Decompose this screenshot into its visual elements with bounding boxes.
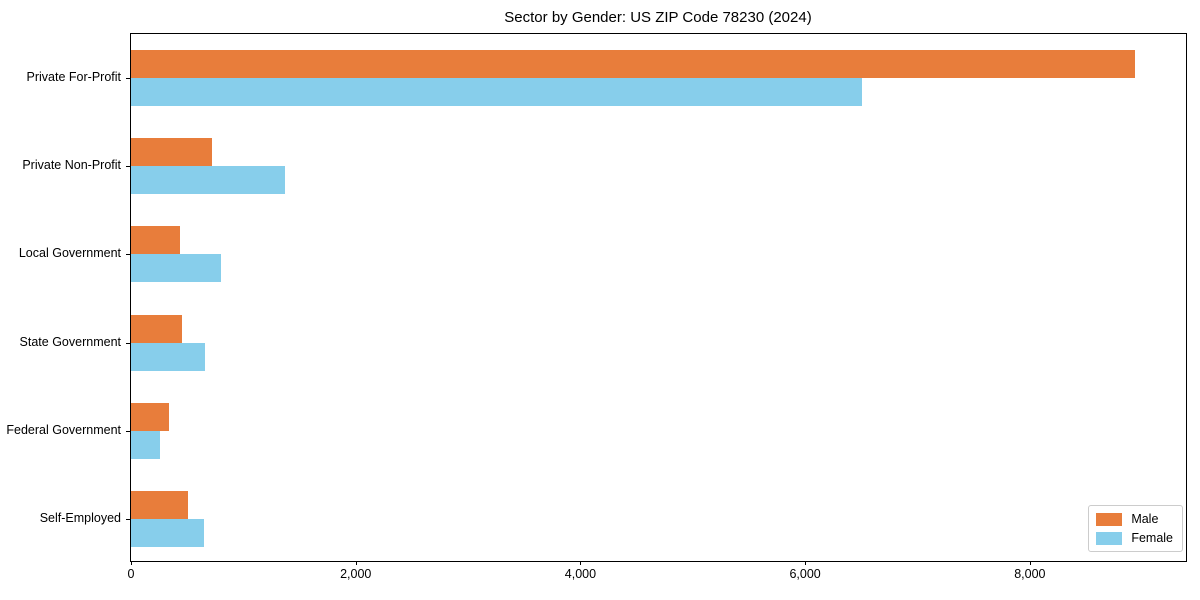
y-tick-label: Local Government [18,246,121,261]
y-tick-label: Federal Government [6,422,121,437]
x-tick-mark [355,561,357,565]
bar-male-local-government [131,226,181,255]
bar-male-federal-government [131,402,170,431]
y-tick-mark [126,166,130,167]
bar-female-self-employed [131,518,205,547]
x-tick-mark [1029,561,1031,565]
x-tick-mark [580,561,582,565]
x-tick-label: 6,000 [789,567,821,581]
legend: Male Female [1088,505,1183,552]
bar-male-self-employed [131,490,189,519]
x-tick-label: 8,000 [1014,567,1046,581]
bar-female-private-for-profit [131,78,863,107]
x-tick-label: 2,000 [340,567,372,581]
y-tick-label: Self-Employed [39,510,121,525]
bar-female-local-government [131,254,221,283]
legend-item-female: Female [1096,531,1173,545]
y-tick-label: Private Non-Profit [22,158,121,173]
x-tick-label: 4,000 [564,567,597,581]
bar-female-federal-government [131,430,161,459]
bar-male-state-government [131,314,182,343]
x-tick-label: 0 [127,567,135,581]
y-tick-label: Private For-Profit [26,70,121,85]
male-series-swatch-icon [1096,512,1123,526]
legend-label-female: Female [1131,531,1173,545]
y-tick-mark [126,519,130,520]
female-series-swatch-icon [1096,531,1123,545]
bar-female-private-non-profit [131,166,285,195]
plot-area: 0 2,000 4,000 6,000 8,000 Male Female [126,33,1187,581]
y-tick-mark [126,254,130,255]
y-tick-mark [126,78,130,79]
x-tick-mark [131,561,132,565]
bar-male-private-non-profit [131,138,212,167]
chart-title: Sector by Gender: US ZIP Code 78230 (202… [504,9,812,26]
x-tick-mark [805,561,807,565]
y-tick-mark [126,343,130,344]
legend-label-male: Male [1131,512,1159,526]
bar-female-state-government [131,342,206,371]
y-tick-mark [126,431,130,432]
legend-item-male: Male [1096,512,1173,526]
y-tick-label: State Government [19,334,121,349]
bar-male-private-for-profit [131,50,1136,79]
